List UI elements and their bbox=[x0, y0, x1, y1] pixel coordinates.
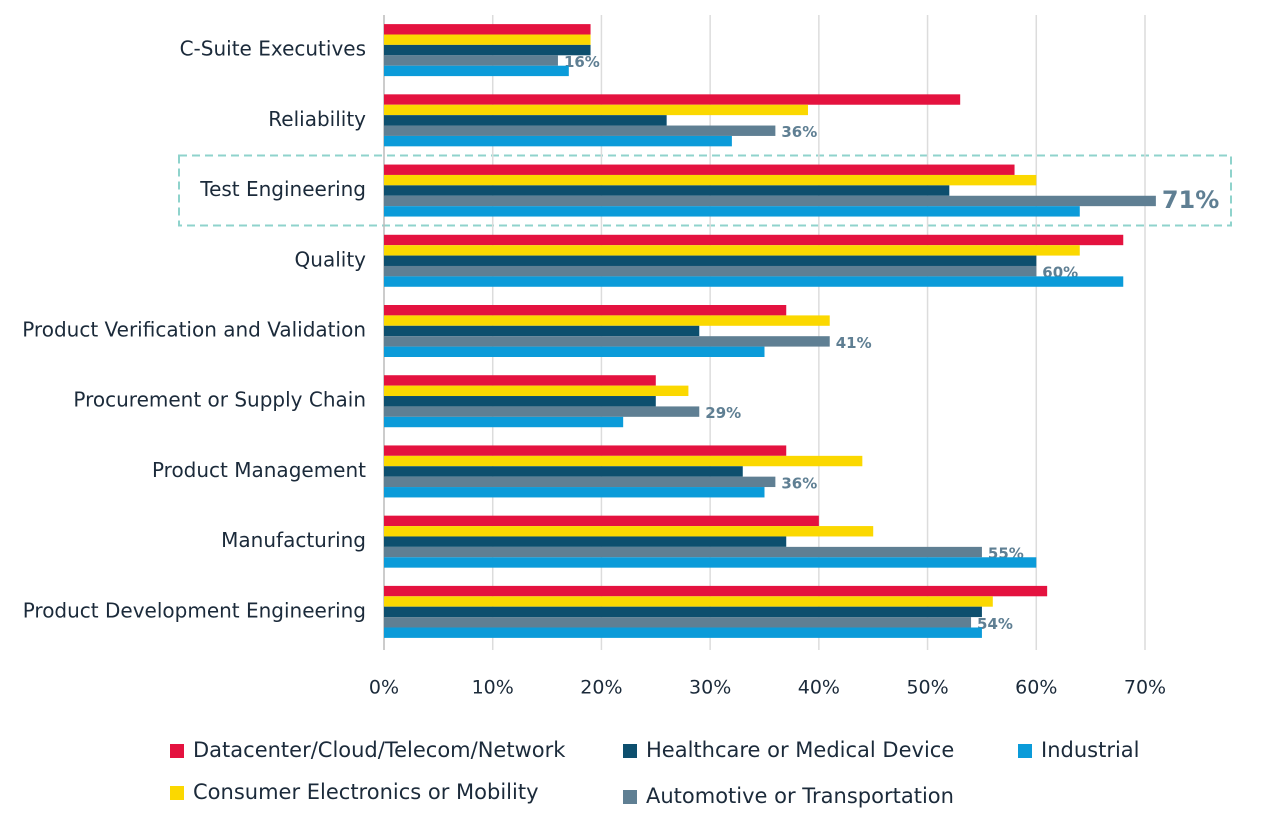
bar bbox=[384, 385, 689, 397]
bar bbox=[384, 375, 656, 386]
legend-swatch bbox=[1018, 744, 1032, 758]
bar bbox=[384, 466, 743, 477]
value-label: 41% bbox=[836, 334, 872, 352]
legend-label: Consumer Electronics or Mobility bbox=[193, 780, 539, 804]
bar bbox=[384, 164, 1015, 175]
bar bbox=[384, 325, 700, 337]
bar bbox=[384, 195, 1156, 207]
bar bbox=[384, 234, 1124, 246]
bar bbox=[384, 526, 874, 537]
bar bbox=[384, 94, 961, 105]
bar bbox=[384, 476, 776, 488]
bar bbox=[384, 445, 787, 456]
bar bbox=[384, 585, 1048, 597]
y-tick-label: Product Management bbox=[152, 458, 366, 482]
bar bbox=[384, 336, 830, 347]
bar bbox=[384, 487, 765, 498]
x-tick-label: 50% bbox=[906, 677, 948, 699]
value-label: 54% bbox=[977, 615, 1013, 633]
bar bbox=[384, 596, 993, 607]
value-label: 71% bbox=[1162, 186, 1219, 214]
y-tick-label: Product Verification and Validation bbox=[22, 318, 366, 342]
y-tick-label: Quality bbox=[295, 247, 367, 271]
x-tick-label: 70% bbox=[1124, 677, 1166, 699]
x-tick-label: 0% bbox=[369, 677, 399, 699]
bar bbox=[384, 617, 972, 628]
x-tick-label: 10% bbox=[472, 677, 514, 699]
bar bbox=[384, 305, 787, 316]
bar bbox=[384, 416, 624, 428]
legend-swatch bbox=[623, 744, 637, 758]
y-tick-label: Manufacturing bbox=[221, 528, 366, 552]
bar bbox=[384, 44, 591, 56]
legend-label: Automotive or Transportation bbox=[646, 784, 954, 808]
y-tick-label: Procurement or Supply Chain bbox=[73, 388, 366, 412]
legend-label: Datacenter/Cloud/Telecom/Network bbox=[193, 738, 566, 762]
bar bbox=[384, 346, 765, 357]
value-label: 36% bbox=[781, 474, 817, 492]
bar bbox=[384, 627, 982, 638]
bar bbox=[384, 515, 819, 527]
bar bbox=[384, 115, 667, 126]
bar bbox=[384, 55, 558, 66]
x-tick-label: 40% bbox=[798, 677, 840, 699]
bar bbox=[384, 34, 591, 45]
bar bbox=[384, 606, 982, 618]
x-tick-label: 30% bbox=[689, 677, 731, 699]
value-label: 29% bbox=[705, 404, 741, 422]
bar bbox=[384, 396, 656, 407]
x-tick-label: 60% bbox=[1015, 677, 1057, 699]
bar bbox=[384, 24, 591, 35]
y-tick-label: Product Development Engineering bbox=[23, 598, 366, 622]
legend-label: Industrial bbox=[1041, 738, 1140, 762]
y-tick-label: Test Engineering bbox=[199, 177, 366, 201]
legend-label: Healthcare or Medical Device bbox=[646, 738, 954, 762]
bar bbox=[384, 557, 1037, 568]
bar bbox=[384, 135, 732, 147]
bar bbox=[384, 546, 982, 558]
value-label: 36% bbox=[781, 123, 817, 141]
bar bbox=[384, 276, 1124, 287]
y-tick-label: Reliability bbox=[268, 107, 366, 131]
x-tick-label: 20% bbox=[580, 677, 622, 699]
bar bbox=[384, 265, 1037, 277]
highlight-box bbox=[178, 154, 1232, 227]
bar bbox=[384, 104, 808, 116]
bar bbox=[384, 455, 863, 467]
bar bbox=[384, 65, 569, 77]
bar bbox=[384, 185, 950, 196]
bar bbox=[384, 536, 787, 547]
legend-swatch bbox=[623, 790, 637, 804]
bar bbox=[384, 174, 1037, 186]
legend-swatch bbox=[170, 786, 184, 800]
bar bbox=[384, 315, 830, 326]
bar bbox=[384, 206, 1080, 217]
y-tick-label: C-Suite Executives bbox=[180, 37, 366, 61]
value-label: 16% bbox=[564, 53, 600, 71]
bar bbox=[384, 245, 1080, 256]
bar bbox=[384, 125, 776, 136]
legend-swatch bbox=[170, 744, 184, 758]
bar bbox=[384, 406, 700, 417]
bar bbox=[384, 255, 1037, 266]
